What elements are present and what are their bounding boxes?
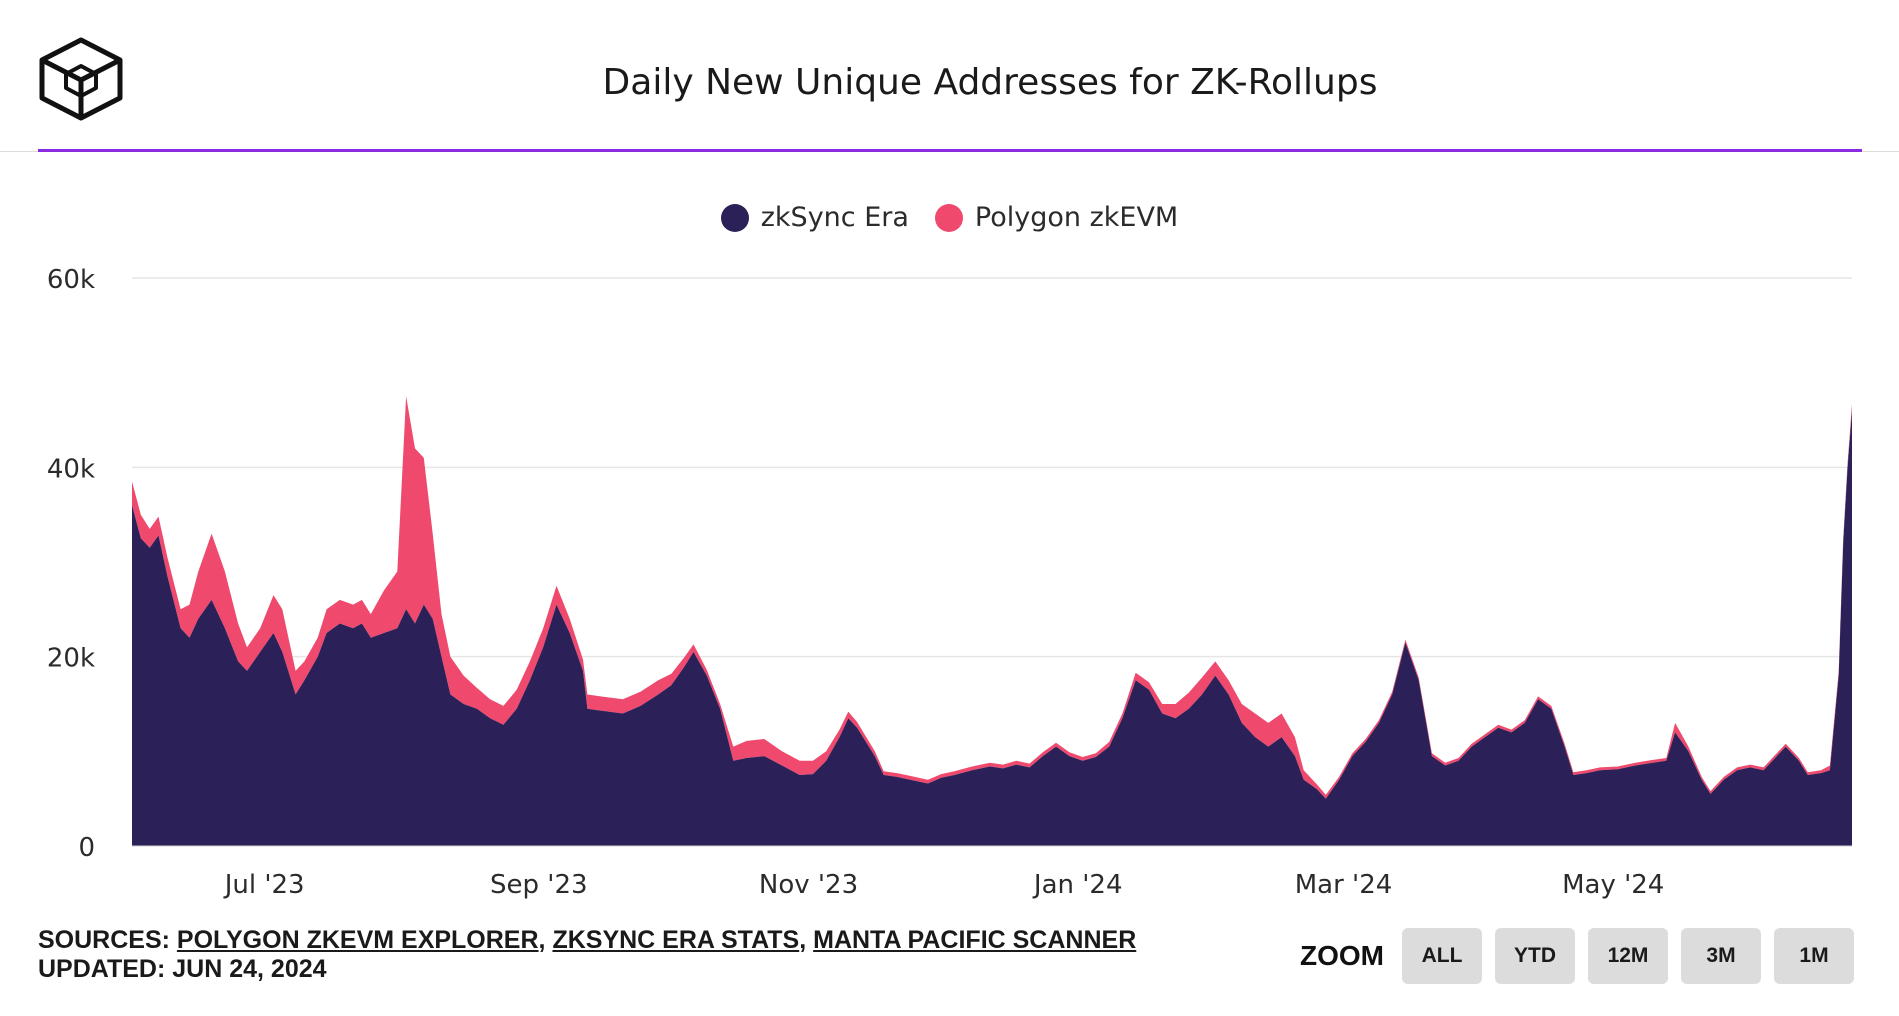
source-link-manta-scanner[interactable]: MANTA PACIFIC SCANNER [813,926,1137,954]
x-tick-label: Mar '24 [1295,870,1393,900]
legend-label-zksync: zkSync Era [760,202,909,233]
zoom-label: ZOOM [1300,940,1384,971]
zoom-all-button[interactable]: ALL [1402,928,1482,984]
zoom-1m-button[interactable]: 1M [1774,928,1854,984]
legend-label-polygon: Polygon zkEVM [974,202,1179,233]
zoom-ytd-button[interactable]: YTD [1495,928,1575,984]
source-separator: , [538,926,553,954]
zoom-3m-button[interactable]: 3M [1681,928,1761,984]
legend-marker-polygon [934,203,963,232]
y-tick-label: 60k [47,265,95,295]
y-tick-label: 20k [47,644,95,674]
x-tick-label: Nov '23 [759,870,858,900]
legend-item-zksync[interactable]: zkSync Era [720,202,909,233]
source-link-zksync-stats[interactable]: ZKSYNC ERA STATS [552,926,800,954]
x-tick-label: Jul '23 [223,870,305,900]
series-area-zksync-era [132,410,1852,846]
sources-note: SOURCES: POLYGON ZKEVM EXPLORER, ZKSYNC … [38,926,1136,984]
y-tick-label: 0 [78,833,95,863]
cube-logo-icon [39,37,123,121]
x-tick-label: Jan '24 [1032,870,1123,900]
x-tick-label: Sep '23 [490,870,588,900]
series-area-polygon-zkevm [132,396,1852,799]
chart-title: Daily New Unique Addresses for ZK-Rollup… [602,62,1378,103]
updated-date: UPDATED: JUN 24, 2024 [38,955,327,983]
legend-marker-zksync [720,203,749,232]
zoom-controls: ZOOM ALL YTD 12M 3M 1M [1300,928,1867,984]
sources-line: SOURCES: POLYGON ZKEVM EXPLORER, ZKSYNC … [38,926,1136,955]
sources-prefix: SOURCES: [38,926,177,954]
accent-divider [38,149,1862,152]
source-link-polygon-explorer[interactable]: POLYGON ZKEVM EXPLORER [176,926,539,954]
legend-item-polygon[interactable]: Polygon zkEVM [934,202,1179,233]
zoom-12m-button[interactable]: 12M [1588,928,1668,984]
chart-legend: zkSync Era Polygon zkEVM [0,202,1899,233]
source-separator: , [799,926,814,954]
x-tick-label: May '24 [1562,870,1664,900]
y-tick-label: 40k [47,454,95,484]
